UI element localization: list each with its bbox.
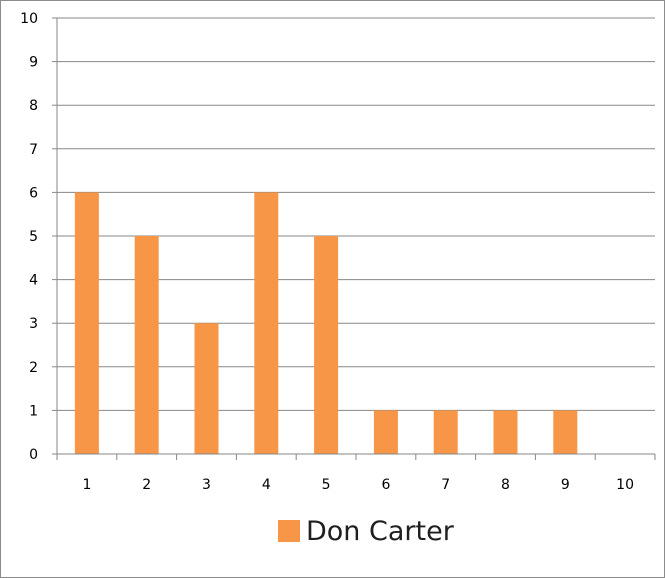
legend: Don Carter <box>278 512 454 550</box>
x-tick-label: 10 <box>616 477 634 493</box>
x-tick-label: 1 <box>82 477 91 493</box>
bar-9 <box>553 410 578 454</box>
bar-4 <box>254 192 279 454</box>
y-tick-label: 5 <box>29 229 38 245</box>
bars <box>74 192 578 454</box>
legend-label: Don Carter <box>306 515 454 547</box>
y-tick-label: 4 <box>29 273 38 289</box>
x-tick-label: 6 <box>381 477 390 493</box>
x-tick-label: 3 <box>202 477 211 493</box>
x-tick-label: 7 <box>441 477 450 493</box>
bar-8 <box>493 410 518 454</box>
x-tick-label: 5 <box>322 477 331 493</box>
bar-2 <box>134 236 159 454</box>
y-tick-label: 6 <box>29 185 38 201</box>
y-tick-label: 8 <box>29 98 38 114</box>
x-tick-label: 9 <box>561 477 570 493</box>
y-tick-label: 1 <box>29 403 38 419</box>
x-tick-label: 2 <box>142 477 151 493</box>
legend-swatch <box>278 520 300 542</box>
y-tick-label: 10 <box>20 11 38 27</box>
x-axis-tick-labels: 1 2 3 4 5 6 7 8 9 10 <box>56 454 656 493</box>
bar-3 <box>194 323 219 454</box>
bar-6 <box>373 410 398 454</box>
x-tick-label: 4 <box>262 477 271 493</box>
y-tick-label: 3 <box>29 316 38 332</box>
y-tick-label: 0 <box>29 447 38 463</box>
x-tick-label: 8 <box>501 477 510 493</box>
bar-1 <box>74 192 99 454</box>
y-tick-label: 9 <box>29 55 38 71</box>
y-axis-tick-labels: 0 1 2 3 4 5 6 7 8 9 10 <box>20 11 57 463</box>
bar-5 <box>314 236 339 454</box>
y-tick-label: 2 <box>29 360 38 376</box>
y-tick-label: 7 <box>29 142 38 158</box>
bar-7 <box>433 410 458 454</box>
